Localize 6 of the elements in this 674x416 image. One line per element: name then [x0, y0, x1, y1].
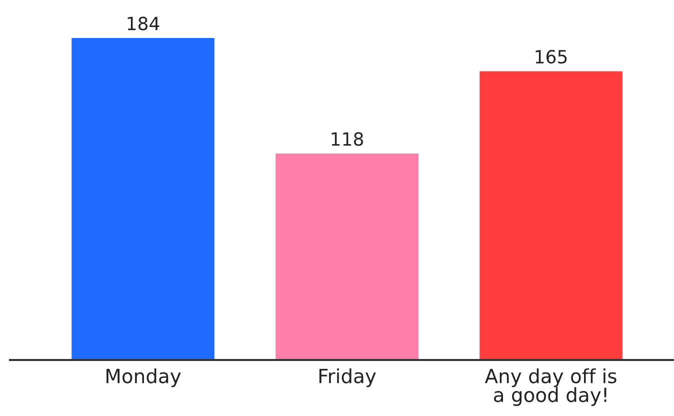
x-tick-label: Any day off is a good day! — [484, 368, 616, 406]
data-label: 165 — [536, 50, 567, 64]
x-tick-label: Monday — [106, 368, 181, 388]
x-tick-label: Friday — [319, 368, 376, 388]
data-label: 118 — [332, 132, 364, 146]
data-label: 184 — [128, 16, 160, 30]
